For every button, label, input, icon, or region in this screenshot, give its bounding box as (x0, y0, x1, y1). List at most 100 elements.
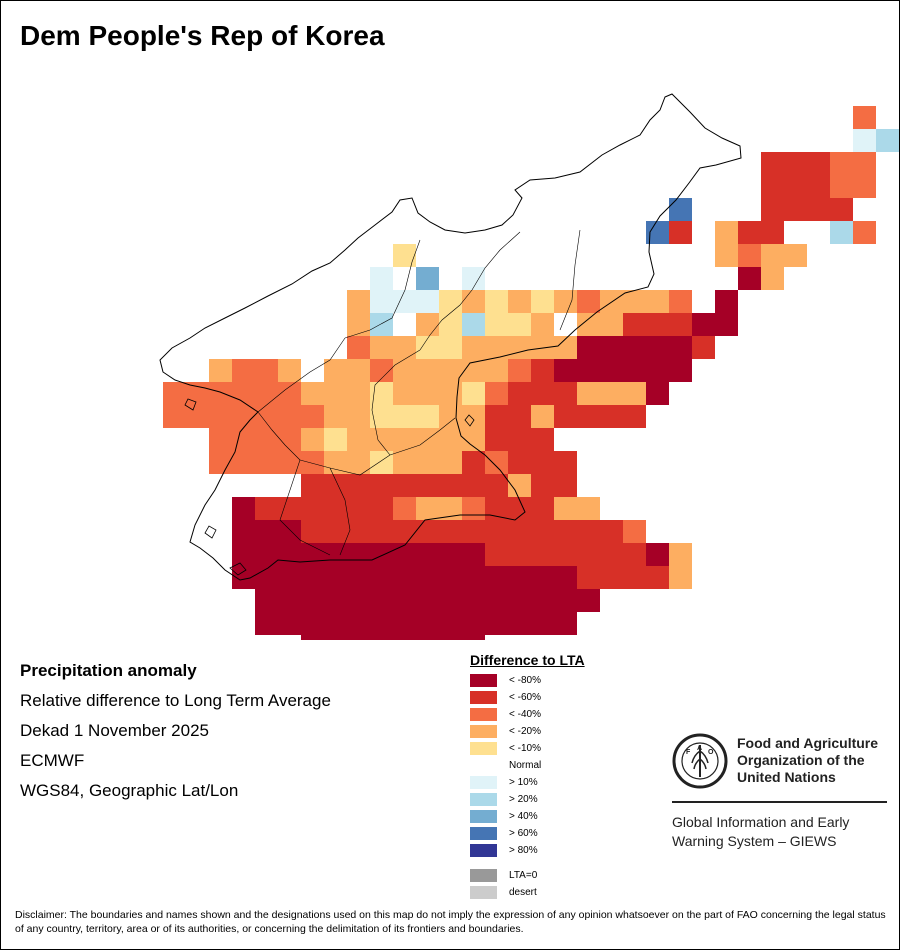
grid-cell (531, 313, 554, 336)
legend-extra-row: LTA=0 (470, 867, 640, 884)
grid-cell (669, 290, 692, 313)
grid-cell (301, 497, 324, 520)
grid-cell (646, 221, 669, 244)
grid-cell (416, 359, 439, 382)
grid-cell (347, 405, 370, 428)
grid-cell (623, 313, 646, 336)
grid-cell (692, 336, 715, 359)
grid-cell (324, 589, 347, 612)
grid-cell (554, 497, 577, 520)
grid-cell (646, 543, 669, 566)
grid-cell (784, 152, 807, 175)
grid-cell (577, 497, 600, 520)
grid-cell (232, 497, 255, 520)
grid-cell (301, 612, 324, 635)
grid-cell (278, 428, 301, 451)
grid-cell (508, 497, 531, 520)
grid-cell (531, 589, 554, 612)
giews-line1: Global Information and Early (672, 814, 850, 830)
legend-class-label: < -40% (509, 709, 541, 720)
legend-class-row: < -60% (470, 689, 640, 706)
grid-cell (324, 612, 347, 635)
grid-cell (209, 405, 232, 428)
grid-cell (508, 359, 531, 382)
fao-name-line3: United Nations (737, 769, 836, 785)
grid-cell (646, 336, 669, 359)
grid-cell (301, 451, 324, 474)
grid-cell (600, 520, 623, 543)
grid-cell (186, 405, 209, 428)
grid-cell (324, 635, 347, 640)
grid-cell (370, 474, 393, 497)
legend-class-row: < -10% (470, 740, 640, 757)
grid-cell (393, 267, 416, 290)
legend-class-swatch (470, 776, 497, 789)
grid-cell (370, 566, 393, 589)
fao-logo-icon: F A O (672, 733, 728, 789)
grid-cell (347, 313, 370, 336)
fao-name-line2: Organization of the (737, 752, 865, 768)
legend-class-row: < -40% (470, 706, 640, 723)
grid-cell (324, 428, 347, 451)
grid-cell (554, 382, 577, 405)
legend-class-swatch (470, 844, 497, 857)
map-title: Dem People's Rep of Korea (20, 20, 385, 51)
grid-cell (485, 543, 508, 566)
grid-cell (416, 405, 439, 428)
grid-cell (554, 290, 577, 313)
grid-cell (623, 543, 646, 566)
grid-cell (508, 382, 531, 405)
grid-cell (600, 382, 623, 405)
info-projection: WGS84, Geographic Lat/Lon (20, 781, 239, 800)
grid-cell (347, 635, 370, 640)
grid-cell (853, 221, 876, 244)
legend-class-swatch (470, 691, 497, 704)
legend-extra-row: desert (470, 884, 640, 901)
grid-cell (715, 290, 738, 313)
grid-cell (531, 497, 554, 520)
legend-class-swatch (470, 759, 497, 772)
grid-cell (393, 313, 416, 336)
grid-cell (485, 451, 508, 474)
grid-cell (439, 359, 462, 382)
grid-cell (485, 589, 508, 612)
grid-cell (830, 152, 853, 175)
precipitation-map (159, 93, 899, 640)
grid-cell (439, 612, 462, 635)
grid-cell (577, 543, 600, 566)
grid-cell (508, 313, 531, 336)
grid-cell (416, 497, 439, 520)
grid-cell (416, 451, 439, 474)
grid-cell (462, 267, 485, 290)
grid-cell (393, 589, 416, 612)
grid-cell (508, 612, 531, 635)
grid-cell (324, 474, 347, 497)
grid-cell (646, 359, 669, 382)
grid-cell (531, 336, 554, 359)
grid-cell (416, 382, 439, 405)
grid-cell (324, 359, 347, 382)
grid-cell (508, 543, 531, 566)
info-period: Dekad 1 November 2025 (20, 721, 210, 740)
grid-cell (669, 313, 692, 336)
grid-cell (462, 612, 485, 635)
grid-cell (761, 267, 784, 290)
legend-class-label: < -10% (509, 743, 541, 754)
grid-cell (830, 175, 853, 198)
grid-cell (485, 290, 508, 313)
grid-cell (485, 497, 508, 520)
grid-cell (393, 635, 416, 640)
grid-cell (577, 336, 600, 359)
grid-cell (393, 566, 416, 589)
grid-cell (554, 313, 577, 336)
grid-cell (462, 451, 485, 474)
province-line (329, 467, 351, 556)
grid-cell (623, 336, 646, 359)
fao-name: Food and Agriculture Organization of the… (737, 735, 878, 786)
grid-cell (669, 198, 692, 221)
grid-cell (738, 244, 761, 267)
grid-cell (715, 244, 738, 267)
grid-cell (508, 405, 531, 428)
grid-cell (485, 566, 508, 589)
grid-cell (462, 290, 485, 313)
